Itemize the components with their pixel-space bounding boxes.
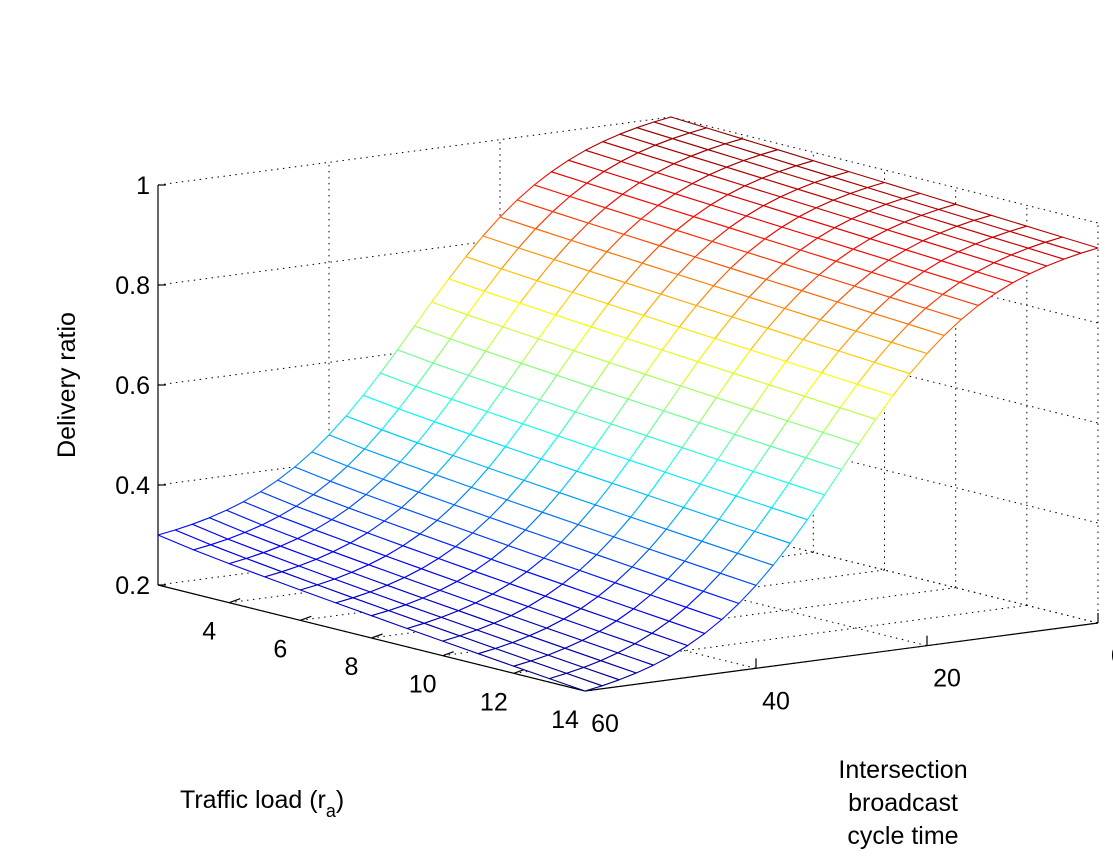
x-tick-label: 60: [591, 710, 619, 738]
axes-layer: [157, 184, 1099, 692]
gridline-z-right-wall: [670, 116, 1099, 224]
y-axis-label-main: Traffic load (r: [180, 786, 326, 814]
z-tick-label: 0.8: [115, 272, 150, 300]
x-tick-label: 0: [1111, 642, 1113, 670]
y-axis-label-suffix: ): [336, 786, 344, 814]
surface-mesh: [157, 116, 1099, 692]
z-tick-label: 0.4: [115, 472, 150, 500]
y-axis-label: Traffic load (ra): [180, 786, 344, 821]
x-tick-label: 20: [933, 665, 961, 693]
y-tick-label: 8: [345, 653, 359, 681]
gridline-z-left-wall: [157, 116, 672, 186]
x-axis-label-line-1: Intersection: [838, 756, 967, 784]
z-axis-label: Delivery ratio: [53, 312, 81, 458]
y-tick-label: 4: [202, 618, 216, 646]
x-axis-label-line-3: cycle time: [847, 822, 958, 850]
z-tick-label: 1: [136, 172, 150, 200]
y-tick: [513, 668, 526, 674]
y-tick: [228, 598, 241, 604]
y-tick-label: 6: [273, 635, 287, 663]
z-tick-label: 0.2: [115, 572, 150, 600]
gridline-z-left-wall: [157, 216, 672, 286]
y-tick-label: 12: [480, 688, 508, 716]
y-tick: [371, 633, 383, 639]
x-axis-label-line-2: broadcast: [848, 789, 958, 817]
z-tick-label: 0.6: [115, 372, 150, 400]
y-tick: [300, 615, 312, 621]
labels-layer: 0.20.40.60.814681012140204060: [115, 172, 1113, 738]
y-tick: [442, 651, 454, 657]
y-axis-label-subscript: a: [326, 801, 337, 821]
y-tick-label: 10: [409, 671, 437, 699]
x-axis-line: [584, 622, 1099, 692]
surface-patch: [548, 672, 603, 692]
x-tick-label: 40: [762, 687, 790, 715]
gridline-y-floor: [513, 604, 1027, 674]
y-tick-label: 14: [551, 706, 579, 734]
